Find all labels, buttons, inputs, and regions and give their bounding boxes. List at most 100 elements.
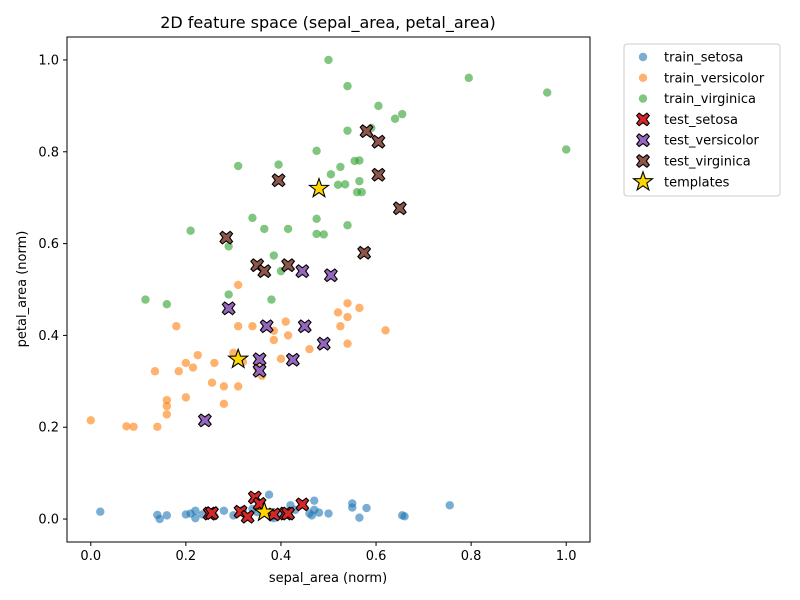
data-point xyxy=(392,201,407,216)
data-point xyxy=(269,251,279,260)
y-tick-label: 1.0 xyxy=(38,53,59,68)
data-point xyxy=(464,73,473,83)
data-point xyxy=(248,322,257,331)
data-point xyxy=(343,339,352,348)
data-point xyxy=(343,221,352,230)
legend-marker-test-setosa xyxy=(635,112,651,127)
template-point xyxy=(253,500,276,522)
plot-frame xyxy=(66,36,591,543)
legend-label-test-setosa: test_setosa xyxy=(664,113,738,128)
data-point xyxy=(371,134,386,149)
data-point xyxy=(248,213,257,223)
x-tick-label: 0.4 xyxy=(271,549,292,564)
legend-marker-train-virginica xyxy=(638,94,648,103)
data-point xyxy=(359,124,374,139)
data-point xyxy=(150,367,160,376)
data-point xyxy=(186,226,195,235)
data-point xyxy=(336,322,345,331)
data-point xyxy=(233,161,243,171)
data-point xyxy=(340,180,350,189)
data-point xyxy=(362,503,371,513)
y-axis-label: petal_area (norm) xyxy=(15,231,30,348)
y-axis-ticks: 0.0 0.2 0.4 0.6 0.8 1.0 xyxy=(38,53,67,528)
legend-label-train-virginica: train_virginica xyxy=(664,92,756,107)
data-point xyxy=(295,264,310,279)
data-point xyxy=(259,319,274,334)
data-point xyxy=(326,170,336,179)
data-point xyxy=(297,319,312,334)
data-point xyxy=(543,88,552,97)
series-test-versicolor xyxy=(197,264,338,428)
data-point xyxy=(219,382,229,391)
data-point xyxy=(323,268,338,283)
data-point xyxy=(191,513,200,523)
data-point xyxy=(219,399,229,409)
x-tick-label: 1.0 xyxy=(556,549,577,564)
data-point xyxy=(233,382,243,391)
data-point xyxy=(207,378,217,387)
data-point xyxy=(269,335,279,345)
legend-label-test-versicolor: test_versicolor xyxy=(664,134,760,149)
x-tick-label: 0.8 xyxy=(461,549,482,564)
data-point xyxy=(240,509,255,524)
data-point xyxy=(210,358,219,368)
data-point xyxy=(355,156,364,165)
data-point xyxy=(285,352,300,367)
x-tick-label: 0.2 xyxy=(176,549,197,564)
data-point xyxy=(312,229,321,239)
data-point xyxy=(191,506,200,515)
data-point xyxy=(204,506,220,521)
data-point xyxy=(310,496,319,505)
data-point xyxy=(155,514,164,524)
data-point xyxy=(233,322,243,331)
data-point xyxy=(305,344,314,354)
data-point xyxy=(295,497,310,512)
data-point xyxy=(316,336,331,351)
data-point xyxy=(397,109,407,119)
data-point xyxy=(181,393,191,402)
data-point xyxy=(283,224,293,234)
data-point xyxy=(333,180,343,190)
data-point xyxy=(283,331,293,340)
legend-marker-train-versicolor xyxy=(638,73,648,83)
data-point xyxy=(312,146,321,156)
series-templates xyxy=(227,176,331,522)
data-point xyxy=(252,363,267,378)
data-point xyxy=(355,513,364,522)
data-point xyxy=(181,358,191,368)
y-tick-label: 0.6 xyxy=(38,237,59,252)
legend-marker-train-setosa xyxy=(638,52,648,62)
data-point xyxy=(274,160,283,169)
x-tick-label: 0.0 xyxy=(80,549,101,564)
data-point xyxy=(162,299,172,309)
x-axis-ticks: 0.0 0.2 0.4 0.6 0.8 1.0 xyxy=(80,542,577,564)
x-axis-label: sepal_area (norm) xyxy=(269,571,387,586)
data-point xyxy=(562,145,571,154)
data-point xyxy=(96,507,105,516)
template-point xyxy=(227,347,250,369)
data-point xyxy=(343,299,352,308)
legend-marker-templates xyxy=(631,170,655,192)
legend: train_setosa train_versicolor train_virgin… xyxy=(623,43,781,197)
legend-label-train-setosa: train_setosa xyxy=(664,51,743,66)
data-point xyxy=(174,367,183,376)
data-point xyxy=(188,363,198,372)
data-point xyxy=(260,224,269,234)
legend-label-train-versicolor: train_versicolor xyxy=(664,71,765,86)
y-tick-label: 0.0 xyxy=(38,513,59,528)
data-point xyxy=(219,230,234,245)
legend-label-test-virginica: test_virginica xyxy=(664,155,751,170)
data-point xyxy=(276,354,286,364)
data-point xyxy=(281,258,296,273)
data-point xyxy=(374,101,383,111)
data-point xyxy=(229,348,238,358)
data-point xyxy=(153,422,162,431)
data-point xyxy=(371,167,386,182)
data-point xyxy=(343,81,352,91)
data-point xyxy=(343,312,352,322)
data-point xyxy=(197,413,212,428)
data-point xyxy=(257,264,272,279)
data-point xyxy=(355,176,364,186)
data-point xyxy=(224,290,233,299)
